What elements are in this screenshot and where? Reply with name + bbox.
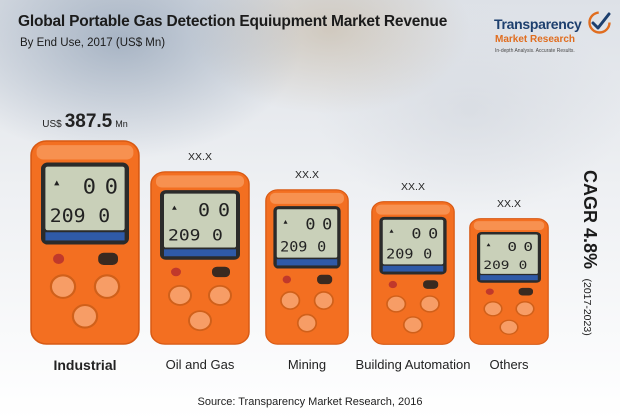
data-label-others: XX.X <box>497 198 521 210</box>
svg-text:▲: ▲ <box>487 242 491 247</box>
checkmark-logo-icon <box>588 11 611 34</box>
logo-line2: Market Research <box>495 34 576 45</box>
data-label-oil-and-gas: XX.X <box>188 151 212 163</box>
value-unit: Mn <box>115 119 128 129</box>
category-label-industrial: Industrial <box>53 357 117 373</box>
chart-title: Global Portable Gas Detection Equiupment… <box>18 13 448 30</box>
category-label-building-automation: Building Automation <box>355 357 471 372</box>
svg-text:▲: ▲ <box>54 178 60 188</box>
category-label-oil-and-gas: Oil and Gas <box>165 357 235 372</box>
data-label-industrial: US$ 387.5 Mn <box>42 111 128 133</box>
bar-device-oil-and-gas: ▲ 0 0 209 0 <box>150 171 250 345</box>
svg-text:0: 0 <box>105 175 118 199</box>
bar-device-industrial: ▲ 0 0 209 0 <box>30 140 140 345</box>
data-label-mining: XX.X <box>295 169 319 181</box>
svg-text:0: 0 <box>423 248 432 263</box>
company-logo: Transparency Market Research In-depth An… <box>494 10 612 70</box>
cagr-label: CAGR 4.8% <box>580 170 600 270</box>
svg-text:209: 209 <box>280 239 307 255</box>
svg-text:0: 0 <box>198 201 210 220</box>
bar-device-building-automation: ▲ 0 0 209 0 <box>371 201 455 345</box>
svg-text:0: 0 <box>523 240 533 254</box>
cagr-annotation: CAGR 4.8% (2017-2023) <box>579 170 600 336</box>
value-number: 387.5 <box>64 111 113 132</box>
svg-text:0: 0 <box>83 175 96 199</box>
cagr-period: (2017-2023) <box>581 278 593 336</box>
svg-text:0: 0 <box>305 215 315 233</box>
svg-text:209: 209 <box>483 259 509 272</box>
svg-text:0: 0 <box>411 225 421 242</box>
svg-text:▲: ▲ <box>172 203 177 211</box>
svg-text:0: 0 <box>428 225 438 242</box>
svg-text:0: 0 <box>519 259 528 272</box>
svg-text:209: 209 <box>386 248 413 263</box>
category-label-mining: Mining <box>287 357 327 372</box>
svg-text:0: 0 <box>98 205 110 227</box>
svg-text:0: 0 <box>322 215 332 233</box>
chart-subtitle: By End Use, 2017 (US$ Mn) <box>20 37 166 49</box>
bar-device-others: ▲ 0 0 209 0 <box>469 218 549 345</box>
source-note: Source: Transparency Market Research, 20… <box>197 396 423 408</box>
value-prefix: US$ <box>42 119 62 130</box>
svg-text:▲: ▲ <box>283 218 287 226</box>
svg-text:209: 209 <box>50 205 86 227</box>
bar-device-mining: ▲ 0 0 209 0 <box>265 189 349 345</box>
svg-text:0: 0 <box>507 240 517 254</box>
svg-text:▲: ▲ <box>389 228 393 234</box>
svg-text:0: 0 <box>212 226 223 245</box>
logo-line1: Transparency <box>494 16 582 32</box>
svg-text:209: 209 <box>168 226 200 245</box>
category-label-others: Others <box>489 357 529 372</box>
svg-text:0: 0 <box>317 239 326 255</box>
logo-tagline: In-depth Analysis. Accurate Results. <box>495 48 575 54</box>
svg-text:0: 0 <box>218 201 230 220</box>
data-label-building-automation: XX.X <box>401 181 425 193</box>
